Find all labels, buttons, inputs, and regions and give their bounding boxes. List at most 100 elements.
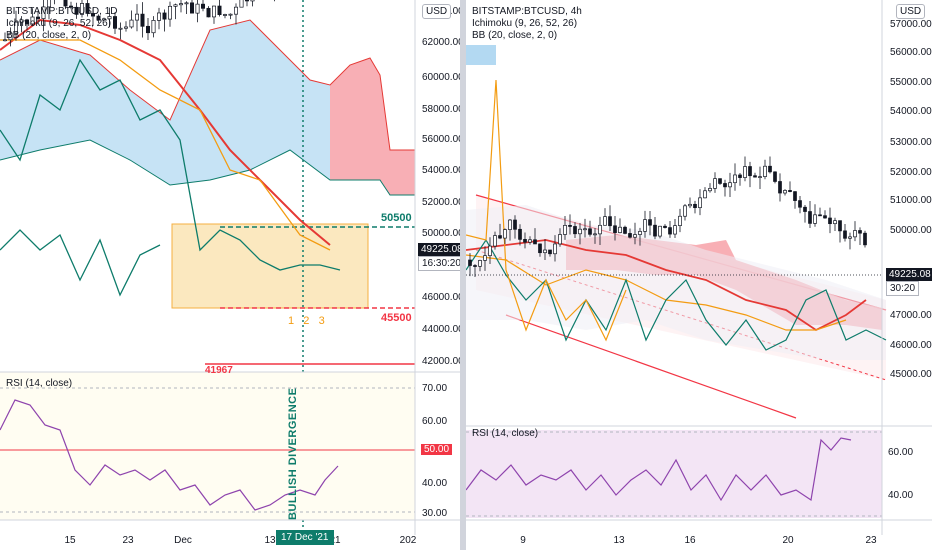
ichimoku-cloud-bearish [330, 58, 415, 195]
candle-body [653, 224, 657, 237]
level-41967-label: 41967 [205, 365, 233, 376]
date-axis-label: 23 [865, 535, 877, 546]
price-axis-label: 47000.00 [890, 310, 932, 321]
candle-body [583, 228, 587, 231]
candle-body [184, 2, 189, 5]
candle-body [708, 188, 712, 192]
candle-body [212, 5, 217, 18]
candle-body [573, 226, 577, 235]
price-axis-label: 45000.00 [890, 369, 932, 380]
price-axis-label: 56000.00 [890, 47, 932, 58]
ichimoku-cloud-bullish [0, 20, 330, 185]
candle-body [658, 225, 662, 237]
candle-body [793, 191, 797, 201]
4h-candles [468, 156, 867, 277]
candle-body [833, 220, 837, 225]
candle-body [753, 175, 757, 178]
candle-body [863, 232, 867, 246]
4h-chart-canvas[interactable]: 57000.00 56000.00 55000.00 54000.00 53000.00… [466, 0, 932, 550]
candle-body [698, 197, 702, 209]
wave-label-3: 3 [318, 315, 325, 327]
candle-body [518, 228, 522, 240]
price-axis-label: 53000.00 [890, 137, 932, 148]
candle-body [228, 13, 233, 16]
price-axis-label: 46000.00 [422, 292, 460, 303]
panel-divider[interactable] [460, 0, 466, 550]
candle-body [733, 174, 737, 184]
bb-basis-line [0, 18, 331, 246]
candle-body [798, 200, 802, 208]
candle-body [234, 6, 239, 15]
price-axis-label: 50000.00 [890, 225, 932, 236]
candle-body [168, 5, 173, 20]
legend-bb: BB (20, close, 2, 0) [6, 30, 92, 41]
candle-body [608, 216, 612, 227]
candle-body [206, 7, 211, 18]
consolidation-box [171, 223, 369, 309]
candle-body [838, 220, 842, 232]
candle-body [173, 4, 178, 7]
candle-body [513, 219, 517, 230]
candle-body [603, 216, 607, 226]
price-axis-label: 51000.00 [890, 195, 932, 206]
candle-body [528, 239, 532, 243]
level-50500-label: 50500 [381, 212, 412, 224]
candle-body [818, 214, 822, 217]
candle-body [858, 230, 862, 234]
currency-badge[interactable]: USD [422, 4, 452, 19]
lagging-span [0, 229, 161, 297]
candle-body [157, 12, 162, 21]
candle-body [245, 0, 250, 2]
price-axis-label: 44000.00 [422, 324, 460, 335]
candle-body [14, 21, 19, 34]
price-axis-label: 56000.00 [422, 134, 460, 145]
candle-body [112, 16, 117, 29]
daily-chart-canvas[interactable]: 64000.0062000.0060000.0058000.0056000.00… [0, 0, 460, 550]
currency-badge[interactable]: USD [896, 4, 926, 19]
date-axis-label: 9 [520, 535, 526, 546]
candle-body [25, 19, 30, 25]
candle-body [578, 228, 582, 235]
wave-labels: 1 2 3 [288, 315, 325, 327]
candle-body [478, 260, 482, 267]
rsi-line-daily [0, 399, 339, 511]
legend-ichimoku: Ichimoku (9, 26, 52, 26) [472, 18, 578, 29]
chart-panel-daily[interactable]: 64000.0062000.0060000.0058000.0056000.00… [0, 0, 460, 550]
candle-body [493, 235, 497, 247]
candle-body [723, 183, 727, 188]
rsi-line-4h [466, 437, 852, 502]
crosshair-date-badge: 17 Dec '21 [276, 530, 334, 545]
countdown-tag: 30:20 [886, 281, 920, 296]
candle-body [68, 5, 73, 8]
candle-body [758, 176, 762, 178]
rsi-title-daily: RSI (14, close) [6, 378, 73, 389]
legend-daily: BITSTAMP:BTCUSD, 1D Ichimoku (9, 26, 52,… [6, 6, 118, 42]
candle-body [179, 3, 184, 6]
candle-body [558, 234, 562, 245]
candle-body [90, 13, 95, 17]
candle-body [678, 215, 682, 226]
candle-body [718, 178, 722, 184]
candle-body [553, 243, 557, 255]
candle-body [668, 227, 672, 235]
date-axis-label: 20 [782, 535, 794, 546]
price-axis-label: 52000.00 [890, 167, 932, 178]
candle-body [468, 259, 472, 266]
candle-body [628, 233, 632, 238]
chart-panel-4h[interactable]: 57000.00 56000.00 55000.00 54000.00 53000.00… [466, 0, 932, 550]
candle-body [803, 206, 807, 212]
date-axis-label: 202 [400, 535, 417, 546]
candle-body [683, 205, 687, 217]
tenkan-4h [466, 238, 887, 351]
candle-body [768, 165, 772, 173]
candle-body [613, 225, 617, 233]
legend-bb: BB (20, close, 2, 0) [472, 30, 558, 41]
candle-body [633, 234, 637, 238]
candle-body [151, 20, 156, 34]
candle-body [843, 230, 847, 239]
candle-body [703, 190, 707, 199]
candle-body [250, 0, 255, 2]
rsi-axis-label: 60.00 [888, 447, 913, 458]
price-axis-label: 57000.00 [890, 19, 932, 30]
candle-body [813, 214, 817, 224]
